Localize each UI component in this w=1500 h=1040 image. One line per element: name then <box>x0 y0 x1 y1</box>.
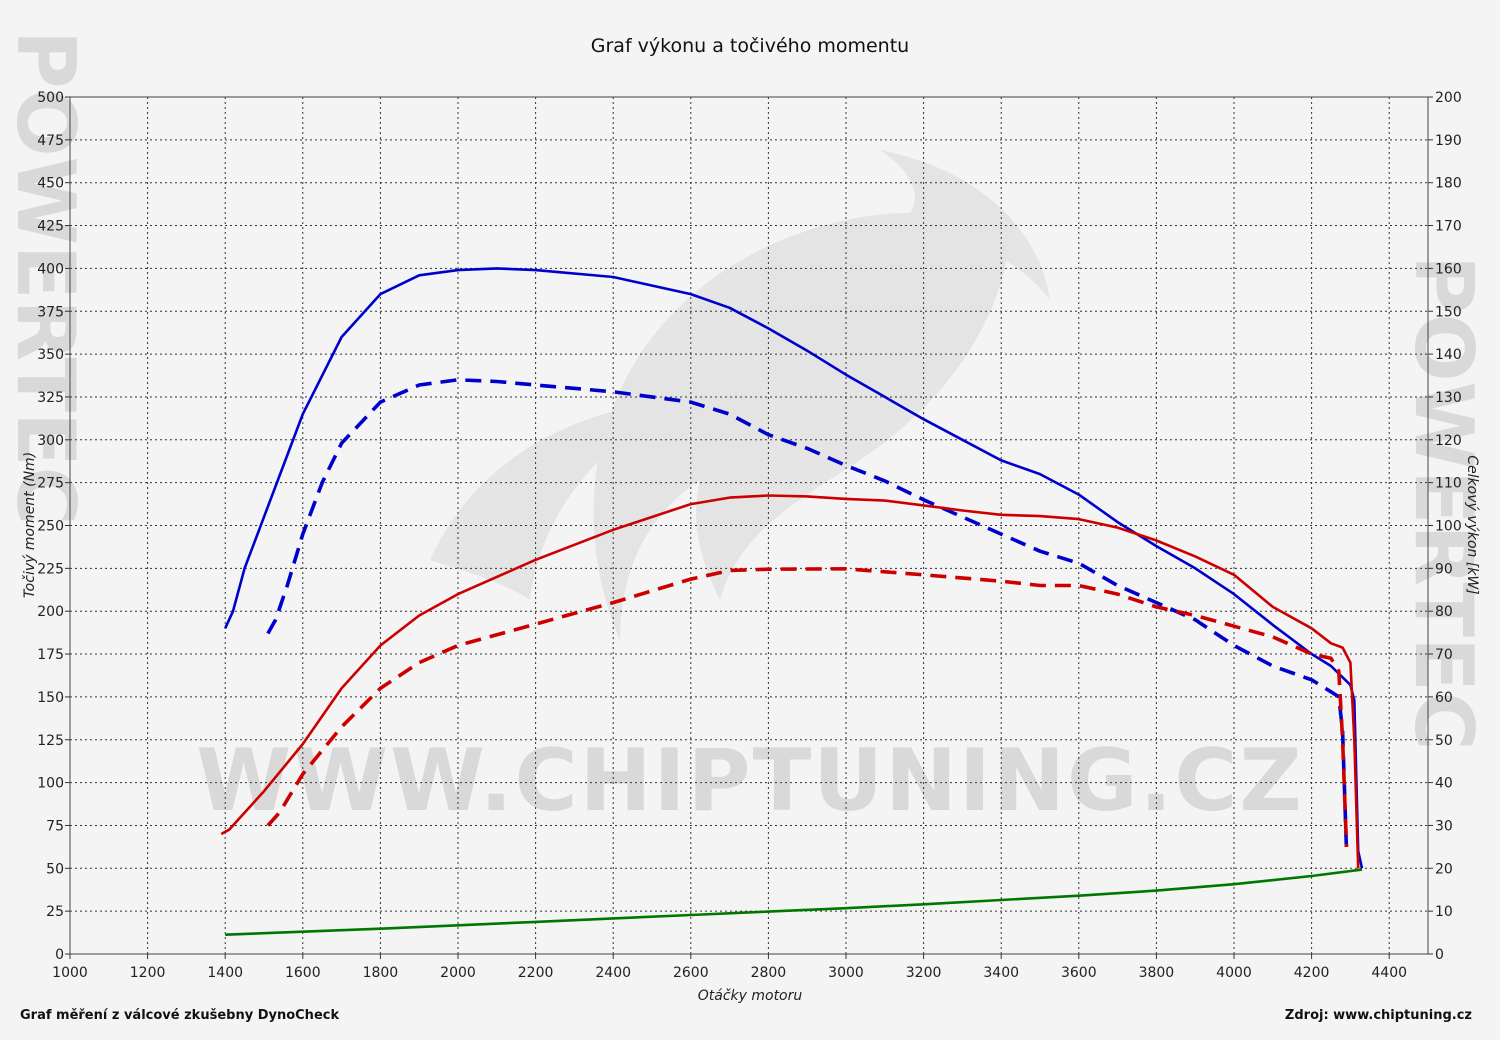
x-tick-label: 2600 <box>673 965 709 981</box>
y-right-tick-label: 0 <box>1435 947 1444 963</box>
y-axis-left-title: Točivý moment (Nm) <box>22 452 38 598</box>
y-right-tick-label: 10 <box>1435 904 1453 920</box>
y-left-tick-label: 350 <box>37 347 64 363</box>
y-right-tick-label: 160 <box>1435 261 1462 277</box>
x-tick-label: 3400 <box>983 965 1019 981</box>
y-left-tick-label: 300 <box>37 433 64 449</box>
y-left-tick-label: 0 <box>55 947 64 963</box>
y-right-tick-label: 50 <box>1435 733 1453 749</box>
y-left-tick-label: 450 <box>37 176 64 192</box>
watermark-url: WWW.CHIPTUNING.CZ <box>196 731 1304 831</box>
x-tick-label: 2400 <box>595 965 631 981</box>
y-right-tick-label: 100 <box>1435 519 1462 535</box>
y-right-tick-label: 130 <box>1435 390 1462 406</box>
y-right-tick-label: 170 <box>1435 219 1462 235</box>
watermark-side-left: POWERTEC <box>0 30 92 525</box>
y-right-tick-label: 150 <box>1435 304 1462 320</box>
torque-stock-line <box>266 378 1349 852</box>
watermark-logo <box>430 150 1050 640</box>
y-left-tick-label: 25 <box>46 904 64 920</box>
y-right-tick-label: 80 <box>1435 604 1453 620</box>
loss-power-line <box>225 868 1363 936</box>
y-right-tick-label: 30 <box>1435 818 1453 834</box>
power-stock-line <box>266 567 1349 847</box>
x-tick-label: 1800 <box>363 965 399 981</box>
x-axis-title: Otáčky motoru <box>698 988 803 1004</box>
y-left-tick-label: 375 <box>37 304 64 320</box>
grid <box>70 97 1428 954</box>
y-right-tick-label: 120 <box>1435 433 1462 449</box>
y-left-tick-label: 400 <box>37 261 64 277</box>
y-left-tick-label: 50 <box>46 861 64 877</box>
x-tick-label: 4200 <box>1294 965 1330 981</box>
chart-title: Graf výkonu a točivého momentu <box>591 35 909 57</box>
x-tick-label: 3200 <box>906 965 942 981</box>
watermark-side-right: POWERTEC <box>1397 255 1490 750</box>
x-tick-label: 1400 <box>207 965 243 981</box>
y-left-tick-label: 325 <box>37 390 64 406</box>
y-left-tick-label: 100 <box>37 776 64 792</box>
y-right-tick-label: 200 <box>1435 90 1462 106</box>
x-tick-label: 3800 <box>1139 965 1175 981</box>
power-tuned-line <box>220 494 1360 869</box>
x-tick-label: 3000 <box>828 965 864 981</box>
footer-source-left: Graf měření z válcové zkušebny DynoCheck <box>20 1008 339 1023</box>
y-left-tick-label: 275 <box>37 476 64 492</box>
x-tick-label: 2000 <box>440 965 476 981</box>
y-right-tick-label: 40 <box>1435 776 1453 792</box>
footer-source-right: Zdroj: www.chiptuning.cz <box>1285 1008 1472 1023</box>
y-left-tick-label: 250 <box>37 519 64 535</box>
y-left-tick-label: 150 <box>37 690 64 706</box>
y-right-tick-label: 110 <box>1435 476 1462 492</box>
y-right-tick-label: 60 <box>1435 690 1453 706</box>
y-left-tick-label: 125 <box>37 733 64 749</box>
y-axis-right-title: Celkový výkon [kW] <box>1464 455 1480 594</box>
y-right-tick-label: 70 <box>1435 647 1453 663</box>
x-tick-label: 1200 <box>130 965 166 981</box>
y-left-tick-label: 475 <box>37 133 64 149</box>
y-left-tick-label: 500 <box>37 90 64 106</box>
x-tick-label: 1000 <box>52 965 88 981</box>
series-lines <box>220 267 1364 936</box>
y-left-tick-label: 425 <box>37 219 64 235</box>
x-tick-label: 4000 <box>1216 965 1252 981</box>
torque-tuned-line <box>224 267 1364 869</box>
x-tick-label: 2200 <box>518 965 554 981</box>
y-left-tick-label: 75 <box>46 818 64 834</box>
axis-ticks: 1000 1200 1400 1600 1800 2000 2200 2400 2600 2800… <box>37 90 1461 981</box>
y-right-tick-label: 140 <box>1435 347 1462 363</box>
x-tick-label: 2800 <box>751 965 787 981</box>
watermark: WWW.CHIPTUNING.CZ POWERTEC POWERTEC <box>0 30 1490 831</box>
y-right-tick-label: 20 <box>1435 861 1453 877</box>
y-left-tick-label: 225 <box>37 561 64 577</box>
x-tick-label: 3600 <box>1061 965 1097 981</box>
x-tick-label: 1600 <box>285 965 321 981</box>
y-right-tick-label: 190 <box>1435 133 1462 149</box>
y-right-tick-label: 180 <box>1435 176 1462 192</box>
y-left-tick-label: 175 <box>37 647 64 663</box>
x-tick-label: 4400 <box>1371 965 1407 981</box>
y-left-tick-label: 200 <box>37 604 64 620</box>
y-right-tick-label: 90 <box>1435 561 1453 577</box>
